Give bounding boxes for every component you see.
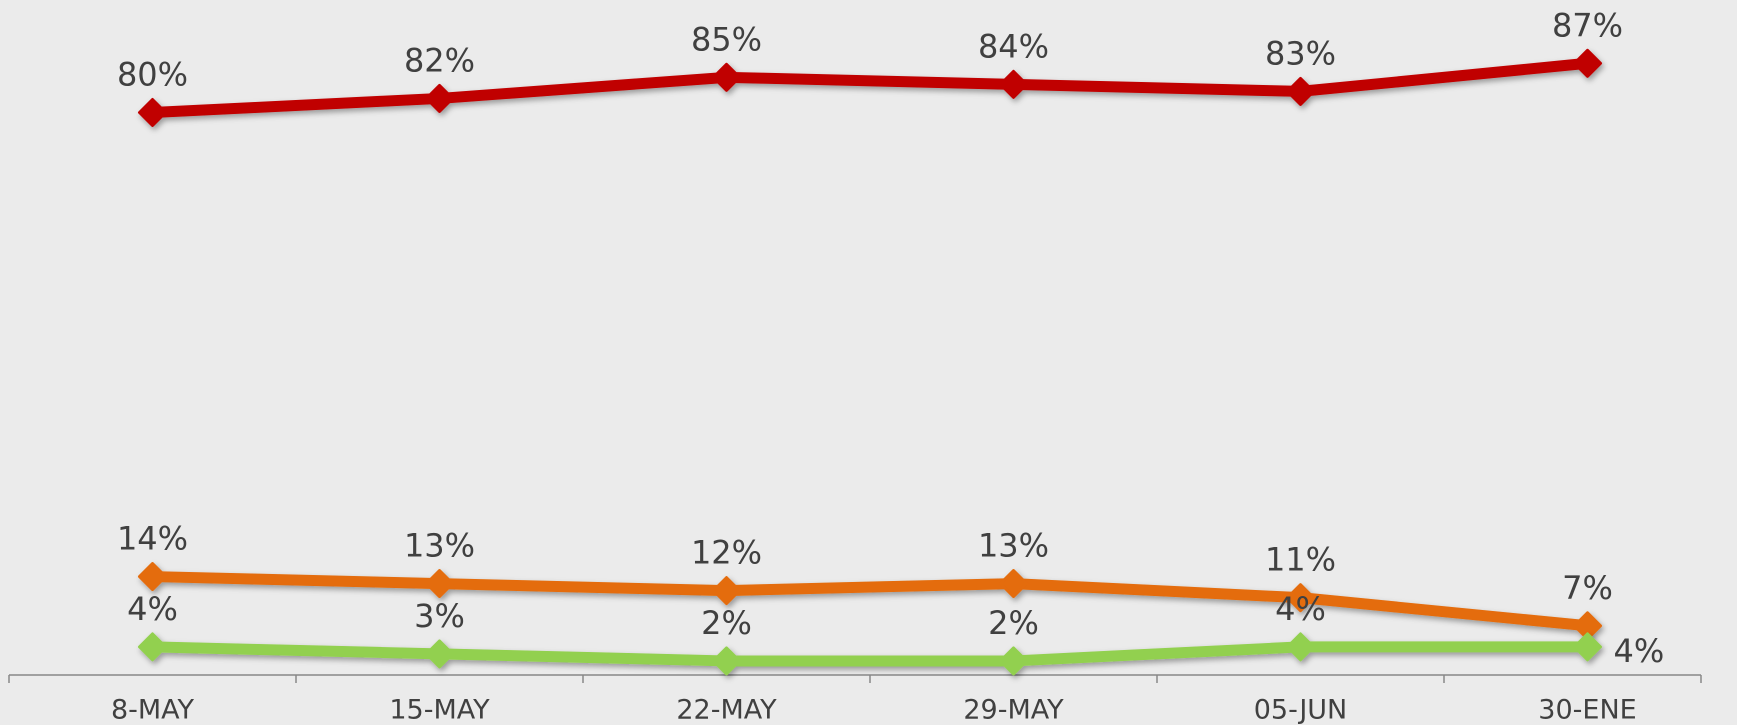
data-label: 83%	[1265, 34, 1336, 72]
data-point	[999, 646, 1028, 676]
data-point	[1573, 632, 1602, 662]
data-point	[1286, 76, 1315, 106]
x-tick-label: 8-MAY	[111, 695, 195, 725]
x-tick-label: 22-MAY	[676, 695, 777, 725]
data-point	[425, 569, 454, 599]
x-axis	[8, 674, 1702, 683]
data-label: 13%	[978, 527, 1049, 565]
data-point	[712, 576, 741, 606]
x-tick-label: 29-MAY	[963, 695, 1064, 725]
data-label: 12%	[691, 534, 762, 572]
data-point	[712, 646, 741, 676]
data-label: 3%	[414, 597, 465, 635]
data-label: 85%	[691, 20, 762, 58]
series	[138, 632, 1602, 676]
data-label: 2%	[988, 604, 1039, 642]
series-line	[152, 641, 1588, 667]
series	[138, 48, 1602, 127]
data-label: 7%	[1562, 569, 1613, 607]
data-point	[425, 639, 454, 669]
data-label: 80%	[117, 56, 188, 94]
data-point	[1286, 583, 1315, 613]
data-point	[999, 69, 1028, 99]
data-label: 82%	[404, 41, 475, 79]
data-point	[1286, 632, 1315, 662]
data-point	[712, 62, 741, 92]
data-point	[138, 98, 167, 127]
x-tick-label: 30-ENE	[1538, 695, 1636, 725]
data-label: 4%	[127, 590, 178, 628]
series-line	[152, 57, 1589, 118]
data-label: 84%	[978, 27, 1049, 65]
series	[138, 562, 1602, 641]
data-label: 13%	[404, 527, 475, 565]
data-point	[138, 562, 167, 592]
data-point	[425, 83, 454, 113]
data-label: 2%	[701, 604, 752, 642]
data-label: 14%	[117, 520, 188, 558]
data-label: 4%	[1275, 590, 1326, 628]
data-point	[1573, 48, 1602, 78]
x-tick-label: 15-MAY	[389, 695, 490, 725]
x-tick-label: 05-JUN	[1254, 695, 1348, 725]
data-label: 11%	[1265, 541, 1336, 579]
data-point	[138, 632, 167, 662]
data-point	[999, 569, 1028, 599]
series-line	[152, 571, 1589, 632]
data-label: 87%	[1552, 6, 1623, 44]
data-label: 4%	[1614, 632, 1665, 670]
